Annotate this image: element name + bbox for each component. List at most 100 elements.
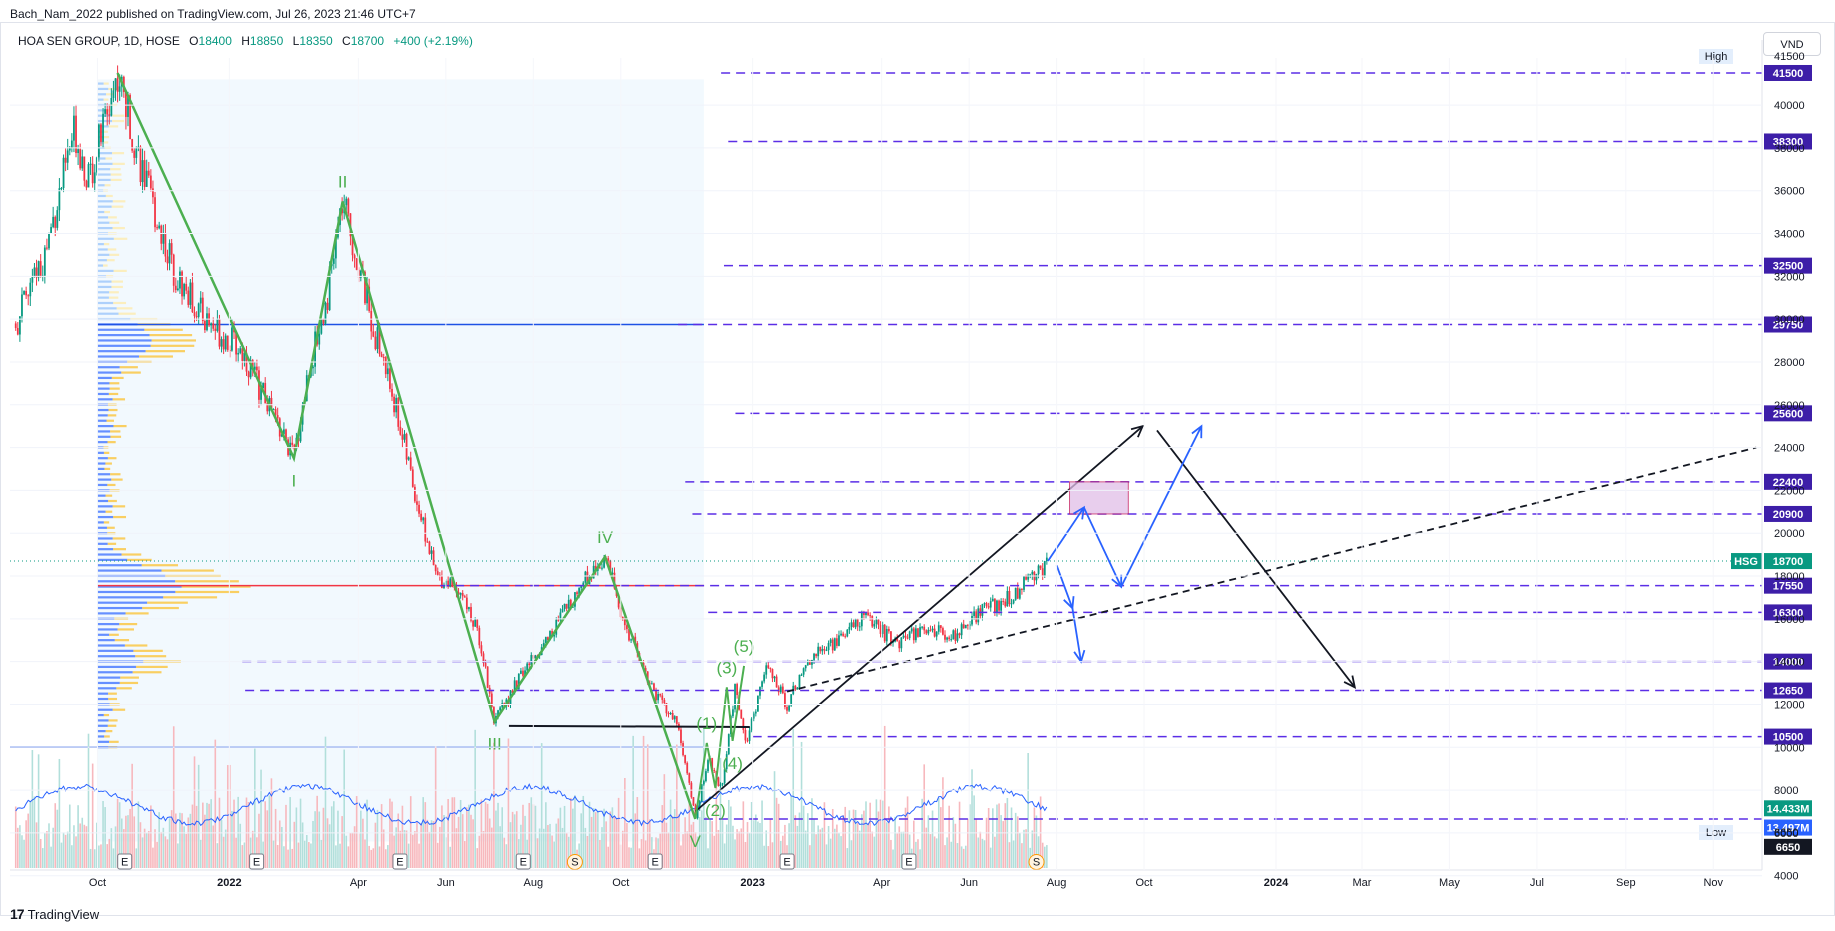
profile-bar: [97, 526, 107, 529]
candle-body: [214, 328, 217, 331]
current-price-tag-bg: [1764, 553, 1812, 570]
volume-bar: [478, 835, 481, 868]
elliott-wave-label: II: [338, 172, 347, 191]
profile-bar: [109, 253, 120, 256]
profile-bar: [107, 414, 117, 417]
volume-bar: [927, 815, 930, 868]
volume-bar: [777, 803, 780, 868]
candle-body: [430, 550, 433, 554]
profile-bar: [97, 424, 114, 428]
candle-body: [162, 233, 165, 244]
volume-bar: [634, 813, 637, 868]
candle-body: [549, 631, 551, 641]
volume-bar: [31, 750, 34, 868]
volume-bar: [929, 834, 932, 868]
profile-bar: [97, 435, 111, 438]
candle-body: [586, 571, 589, 585]
profile-bar: [97, 655, 136, 658]
volume-bar: [964, 845, 967, 868]
candle-body: [784, 693, 786, 707]
volume-ma-line: [15, 783, 1048, 827]
profile-bar: [149, 334, 193, 337]
profile-bar: [113, 424, 127, 428]
volume-bar: [208, 803, 210, 868]
volume-bar: [871, 831, 874, 868]
dashed-trendline: [786, 446, 1757, 693]
candle-body: [1000, 601, 1003, 611]
volume-bar: [1014, 812, 1017, 868]
candle-body: [559, 612, 562, 620]
price-tick-label: 40000: [1774, 100, 1805, 112]
profile-bar: [175, 590, 240, 594]
profile-bar: [112, 226, 125, 230]
profile-bar: [108, 392, 119, 396]
volume-bar: [755, 814, 757, 868]
volume-bar: [861, 814, 863, 868]
ohlc-high: H18850: [241, 34, 284, 48]
candle-body: [318, 333, 321, 345]
volume-bar: [727, 799, 730, 868]
candle-body: [675, 716, 678, 724]
volume-bar: [37, 754, 40, 868]
level-tag-bg: [1764, 133, 1812, 150]
candle-body: [790, 694, 793, 706]
profile-bar: [97, 697, 109, 701]
candle-body: [917, 628, 919, 637]
volume-bar: [752, 820, 755, 868]
volume-bar: [314, 811, 316, 868]
candle-body: [939, 625, 942, 629]
volume-tag-bg: [1764, 838, 1812, 855]
candle-body: [249, 360, 252, 378]
candle-body: [39, 261, 42, 276]
volume-bar: [547, 825, 549, 868]
candle-body: [285, 429, 287, 440]
volume-bar: [657, 838, 659, 868]
candle-body: [565, 603, 568, 609]
candle-body: [413, 486, 416, 502]
candle-body: [95, 157, 98, 173]
candle-body: [216, 319, 219, 331]
candle-body: [740, 709, 743, 719]
profile-bar: [136, 665, 168, 669]
volume-bar: [813, 819, 815, 868]
candle-body: [935, 631, 938, 637]
volume-bar: [844, 806, 847, 868]
volume-bar: [77, 805, 79, 868]
volume-bar: [81, 817, 84, 868]
profile-bar: [97, 515, 114, 519]
volume-bar: [486, 803, 489, 868]
volume-bar: [345, 835, 348, 868]
profile-bar: [97, 681, 120, 685]
candle-body: [553, 634, 556, 637]
volume-bar: [501, 807, 503, 868]
candle-body: [804, 665, 807, 669]
candle-body: [705, 771, 707, 782]
volume-bar: [224, 829, 227, 868]
candle-body: [31, 276, 34, 283]
price-tick-label: 30000: [1774, 314, 1805, 326]
currency-button[interactable]: VND: [1763, 32, 1821, 56]
volume-bar: [243, 842, 246, 868]
volume-bar: [93, 849, 96, 868]
volume-bar: [459, 799, 462, 868]
volume-bar: [923, 764, 926, 868]
volume-bar: [14, 806, 17, 868]
profile-bar: [97, 580, 176, 583]
volume-bar: [455, 828, 458, 868]
volume-bar: [131, 763, 133, 868]
volume-bar: [384, 849, 387, 868]
profile-bar: [161, 569, 214, 572]
candle-body: [1004, 601, 1007, 607]
volume-bar: [366, 799, 368, 868]
volume-bar: [800, 741, 803, 868]
candle-body: [260, 387, 262, 400]
candle-body: [611, 572, 614, 575]
volume-bar: [721, 820, 724, 868]
profile-bar: [97, 483, 108, 487]
profile-bar: [106, 259, 115, 262]
candle-body: [416, 501, 418, 505]
candle-body: [767, 665, 770, 668]
time-tick-label: Oct: [89, 877, 106, 889]
volume-bar: [671, 816, 674, 868]
